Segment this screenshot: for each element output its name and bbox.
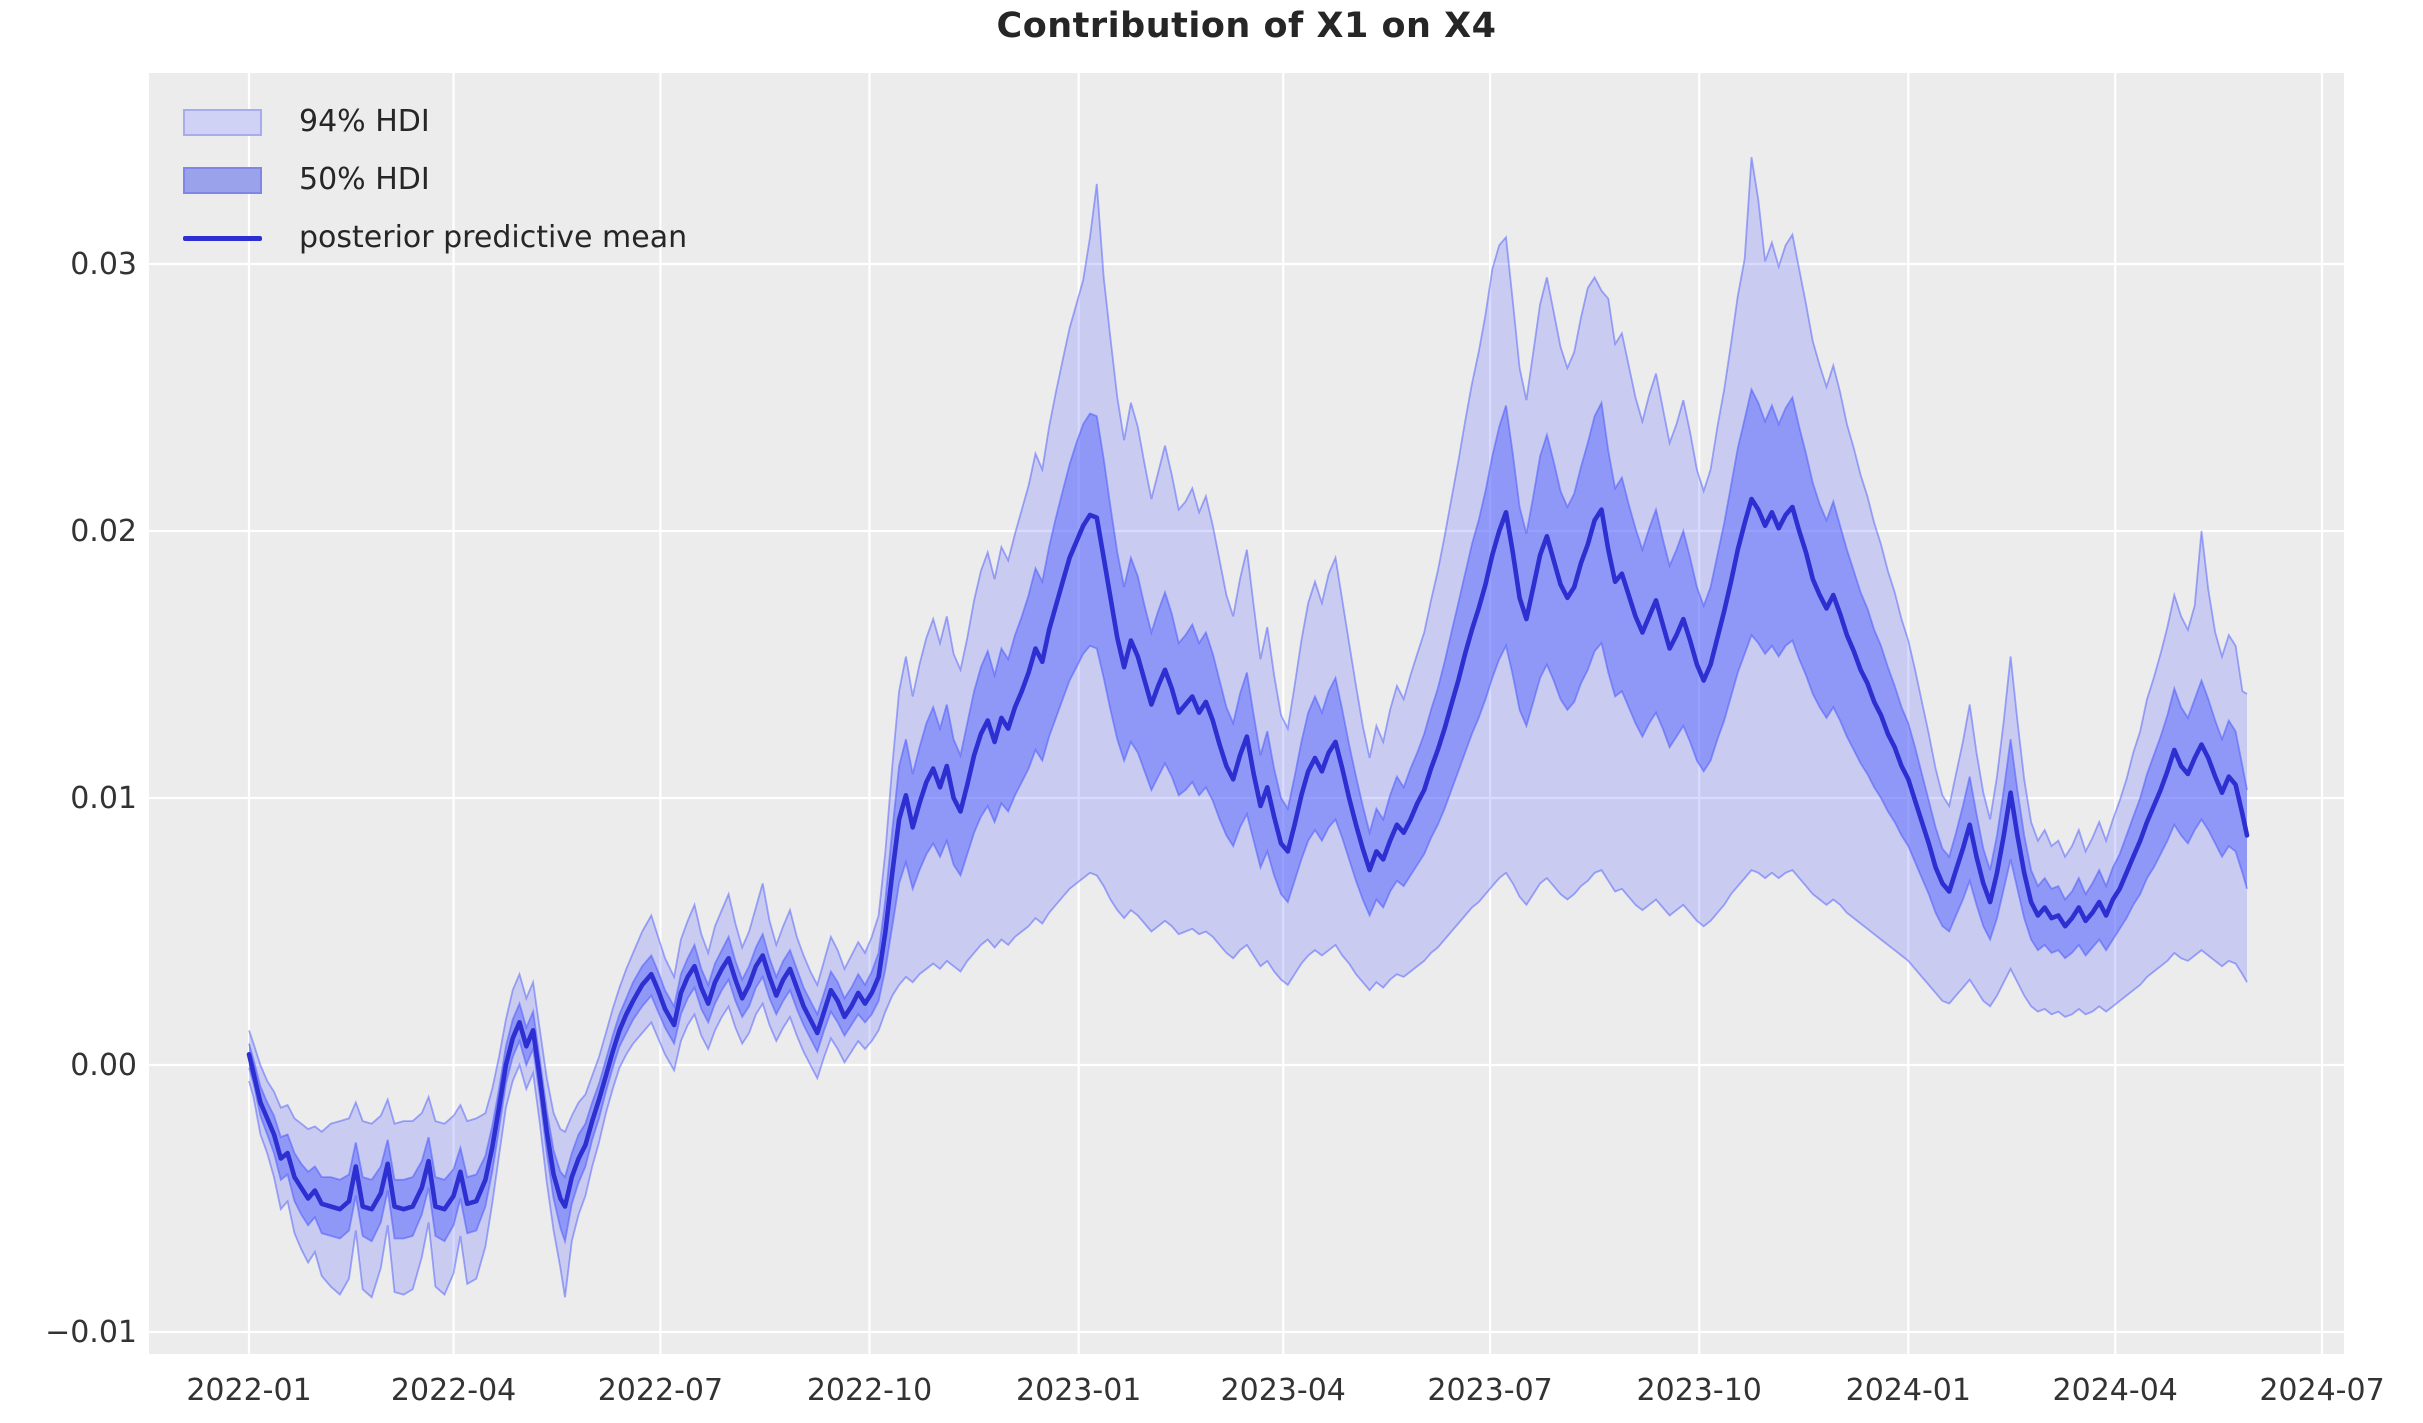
x-tick-label: 2023-01: [1016, 1373, 1141, 1408]
y-tick-label: 0.03: [70, 247, 137, 282]
legend-item-hdi94: 94% HDI: [183, 100, 687, 144]
x-tick-label: 2022-07: [598, 1373, 723, 1408]
y-tick-label: 0.00: [70, 1048, 137, 1083]
mean-line-swatch-icon: [183, 235, 262, 241]
hdi94-legend-label: 94% HDI: [299, 104, 430, 139]
mean-legend-label: posterior predictive mean: [299, 220, 688, 255]
x-tick-label: 2022-01: [186, 1373, 311, 1408]
legend-item-hdi50: 50% HDI: [183, 158, 687, 202]
hdi94-lower-edge: [248, 868, 2248, 1299]
y-tick-label: −0.01: [45, 1315, 137, 1350]
legend: 94% HDI 50% HDI posterior predictive mea…: [183, 100, 687, 260]
hdi50-upper-edge: [248, 386, 2248, 1181]
x-tick-label: 2022-10: [807, 1373, 932, 1408]
x-tick-label: 2022-04: [391, 1373, 516, 1408]
x-tick-label: 2023-07: [1427, 1373, 1552, 1408]
plot-background: [149, 73, 2344, 1354]
legend-item-mean: posterior predictive mean: [183, 216, 687, 260]
x-tick-label: 2024-04: [2053, 1373, 2178, 1408]
x-tick-label: 2023-04: [1221, 1373, 1346, 1408]
y-tick-label: 0.01: [70, 781, 137, 816]
y-tick-label: 0.02: [70, 514, 137, 549]
posterior-mean-line: [246, 496, 2250, 1212]
hdi94-upper-edge: [248, 157, 2248, 1134]
hdi50-swatch-icon: [183, 166, 262, 194]
hdi94-swatch-icon: [183, 108, 262, 136]
x-tick-label: 2023-10: [1637, 1373, 1762, 1408]
hdi50-lower-edge: [248, 633, 2248, 1245]
hdi94-band: [249, 157, 2247, 1298]
chart-title: Contribution of X1 on X4: [996, 6, 1497, 46]
hdi50-legend-label: 50% HDI: [299, 162, 430, 197]
x-tick-label: 2024-07: [2259, 1373, 2384, 1408]
x-tick-label: 2024-01: [1846, 1373, 1971, 1408]
